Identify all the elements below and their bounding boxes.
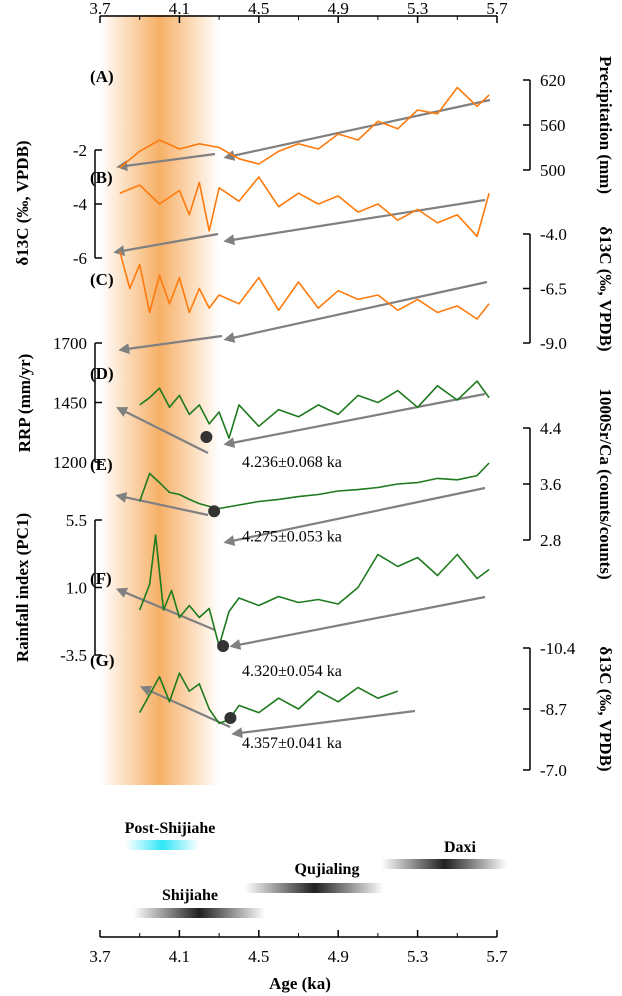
- series-line-C: [119, 251, 490, 320]
- y-tick-label-C: -9.0: [540, 334, 567, 353]
- series-line-F: [138, 534, 490, 647]
- panel-label-D: (D): [90, 364, 114, 383]
- panel-label-C: (C): [90, 270, 114, 289]
- bottom-x-axis-tick-label: 4.5: [248, 947, 269, 966]
- bottom-x-axis: 3.7 4.1 4.5 4.9 5.3 5.7: [89, 930, 508, 966]
- panel-F: (F) 5.5 1.0 -3.5 Rainfall index (PC1) 4.320±0…: [13, 511, 490, 680]
- bottom-x-axis-tick-label: 4.9: [328, 947, 349, 966]
- breakpoint-label-E: 4.275±0.053 ka: [242, 528, 342, 545]
- panel-E: (E) 4.4 3.6 2.8 1000Sr/Ca (counts/counts) 4.2…: [90, 388, 615, 579]
- y-tick-label-B: -6: [73, 249, 87, 268]
- culture-label-post-shijiahe: Post-Shijiahe: [125, 820, 216, 837]
- trend-arrow-B: [113, 232, 219, 257]
- y-axis-title-F: Rainfall index (PC1): [13, 513, 32, 662]
- series-line-E: [138, 462, 490, 510]
- top-x-axis-tick-label: 3.7: [89, 0, 111, 18]
- y-tick-label-E: 4.4: [540, 419, 562, 438]
- culture-bar-shijiahe: [133, 908, 265, 918]
- culture-label-shijiahe: Shijiahe: [162, 887, 218, 904]
- y-tick-label-A: 560: [540, 116, 566, 135]
- trend-arrow-C: [118, 334, 223, 355]
- breakpoint-label-F: 4.320±0.054 ka: [242, 663, 342, 680]
- y-tick-label-A: 500: [540, 161, 566, 180]
- y-axis-title-B: δ13C (‰, VPDB): [13, 140, 32, 265]
- panel-label-B: (B): [90, 168, 113, 187]
- culture-bars: Post-Shijiahe Daxi Qujialing Shijiahe: [125, 820, 507, 918]
- top-x-axis: 3.7 4.1 4.5 4.9 5.3 5.7: [89, 0, 508, 23]
- y-tick-label-E: 2.8: [540, 531, 561, 550]
- bottom-x-axis-tick-label: 5.7: [486, 947, 508, 966]
- culture-bar-qujialing: [244, 883, 384, 893]
- trend-arrow-E: [223, 486, 486, 546]
- y-tick-label-G: -7.0: [540, 761, 567, 780]
- culture-bar-daxi: [381, 859, 507, 869]
- bottom-x-axis-tick-label: 4.1: [169, 947, 190, 966]
- trend-arrow-G: [231, 709, 416, 739]
- series-line-D: [139, 380, 490, 440]
- panel-A: (A) 620 560 500 Precipitation (mm): [90, 56, 615, 194]
- series-line-B: [119, 176, 490, 238]
- culture-label-daxi: Daxi: [444, 839, 477, 856]
- highlight-band: [100, 15, 220, 785]
- y-tick-label-E: 3.6: [540, 475, 561, 494]
- series-line-A: [119, 86, 490, 169]
- trend-arrow-A: [223, 98, 491, 161]
- top-x-axis-tick-label: 4.1: [169, 0, 190, 18]
- trend-arrow-G: [139, 685, 231, 729]
- trend-arrow-D: [223, 392, 486, 448]
- panel-G: (G) -10.4 -8.7 -7.0 δ13C (‰, VPDB) 4.357±0.04…: [90, 639, 615, 780]
- panel-label-G: (G): [90, 651, 115, 670]
- panel-label-A: (A): [90, 67, 114, 86]
- y-tick-label-F: -3.5: [60, 646, 87, 665]
- breakpoint-label-D: 4.236±0.068 ka: [242, 454, 342, 471]
- panel-B: (B) -6 -4 -2 δ13C (‰, VPDB): [13, 140, 490, 268]
- y-tick-label-G: -10.4: [540, 639, 576, 658]
- bottom-x-axis-tick-label: 3.7: [89, 947, 111, 966]
- y-axis-title-E: 1000Sr/Ca (counts/counts): [596, 388, 615, 579]
- y-tick-label-B: -2: [73, 141, 87, 160]
- panels: (A) 620 560 500 Precipitation (mm) (B) -6 -4 -2 δ…: [13, 56, 615, 780]
- y-tick-label-D: 1700: [53, 334, 87, 353]
- y-axis-title-G: δ13C (‰, VPDB): [596, 646, 615, 771]
- breakpoint-marker-D: [200, 431, 213, 444]
- panel-C: (C) -9.0 -6.5 -4.0 δ13C (‰, VPDB): [90, 225, 615, 355]
- y-tick-label-D: 1200: [53, 453, 87, 472]
- y-tick-label-C: -4.0: [540, 225, 567, 244]
- trend-arrow-C: [223, 280, 488, 343]
- y-tick-label-F: 5.5: [66, 511, 87, 530]
- y-tick-label-C: -6.5: [540, 280, 567, 299]
- top-x-axis-tick-label: 5.3: [407, 0, 428, 18]
- y-tick-label-B: -4: [73, 195, 88, 214]
- breakpoint-label-G: 4.357±0.041 ka: [242, 735, 342, 752]
- breakpoint-marker-F: [217, 640, 230, 652]
- x-axis-title: Age (ka): [269, 974, 331, 993]
- trend-arrow-F: [115, 587, 216, 632]
- top-x-axis-tick-label: 5.7: [486, 0, 508, 18]
- culture-label-qujialing: Qujialing: [295, 861, 360, 878]
- panel-label-E: (E): [90, 455, 113, 474]
- panel-D: (D)1700 1450 1200 RRP (mm/yr) 4.236±0.068 ka: [15, 334, 490, 472]
- panel-label-F: (F): [90, 569, 112, 588]
- trend-arrow-E: [115, 492, 209, 517]
- y-axis-title-A: Precipitation (mm): [596, 56, 615, 194]
- top-x-axis-tick-label: 4.5: [248, 0, 269, 18]
- y-tick-label-F: 1.0: [66, 579, 87, 598]
- culture-bar-post-shijiahe: [125, 840, 200, 850]
- y-tick-label-G: -8.7: [540, 700, 567, 719]
- top-x-axis-tick-label: 4.9: [328, 0, 349, 18]
- trend-arrow-B: [223, 198, 486, 246]
- breakpoint-marker-G: [224, 711, 237, 724]
- breakpoint-marker-E: [208, 505, 221, 518]
- trend-arrow-F: [229, 595, 486, 650]
- y-tick-label-D: 1450: [53, 394, 87, 413]
- trend-arrow-A: [116, 152, 216, 172]
- y-axis-title-C: δ13C (‰, VPDB): [596, 226, 615, 351]
- trend-arrow-D: [116, 407, 209, 454]
- y-axis-title-D: RRP (mm/yr): [15, 354, 34, 453]
- bottom-x-axis-tick-label: 5.3: [407, 947, 428, 966]
- y-tick-label-A: 620: [540, 71, 566, 90]
